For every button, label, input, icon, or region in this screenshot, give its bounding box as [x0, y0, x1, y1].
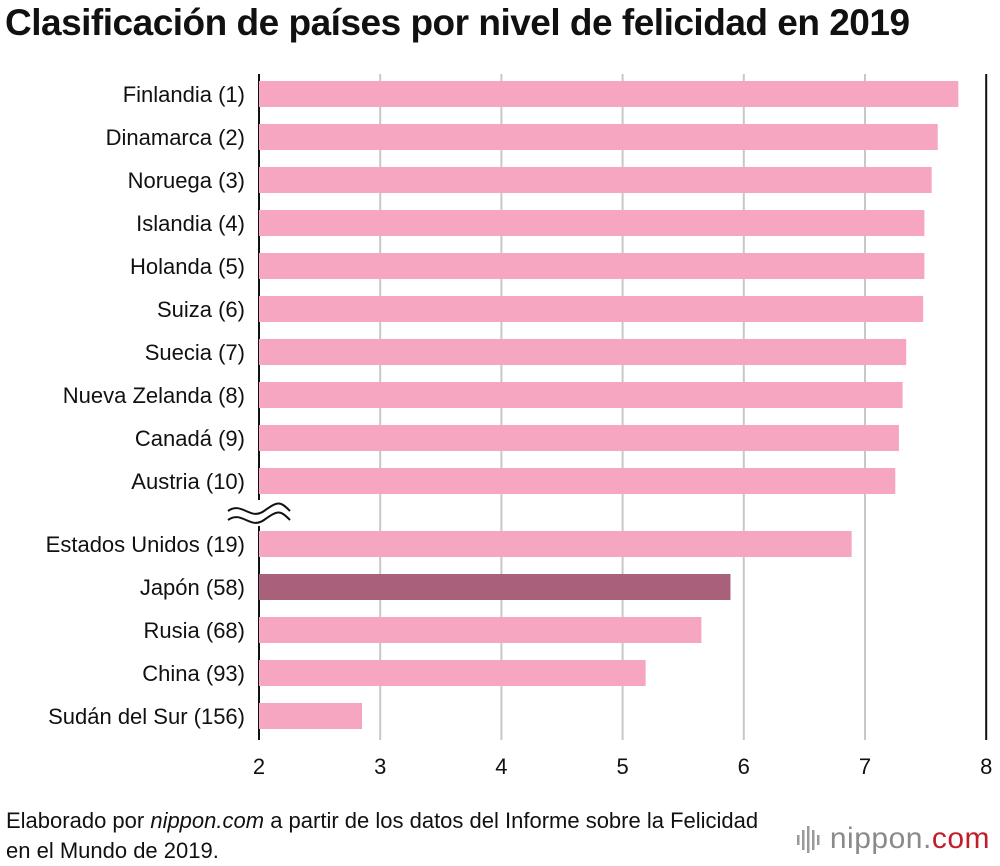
bar	[259, 339, 907, 365]
brand-tld: com	[931, 822, 990, 855]
category-label: Suecia (7)	[145, 340, 245, 365]
bar	[259, 468, 896, 494]
axis-break-icon	[226, 500, 292, 526]
category-label: Estados Unidos (19)	[46, 532, 245, 557]
category-label: Nueva Zelanda (8)	[63, 383, 245, 408]
bar	[259, 81, 959, 107]
bar	[259, 124, 938, 150]
bar	[259, 617, 702, 643]
bar-chart: Finlandia (1) Dinamarca (2) Noruega (3) Isl…	[46, 74, 992, 779]
axis-break-wave	[227, 511, 291, 524]
category-label: Japón (58)	[140, 575, 245, 600]
x-tick-labels: 2 3 4 5 6 7 8	[253, 754, 992, 779]
category-label: Holanda (5)	[130, 254, 245, 279]
source-prefix: Elaborado por	[6, 808, 151, 833]
x-tick-label: 4	[495, 754, 507, 779]
source-suffix: a partir de los datos del Informe sobre …	[6, 808, 759, 863]
bar	[259, 382, 903, 408]
category-label: China (93)	[142, 661, 245, 686]
source-note: Elaborado por nippon.com a partir de los…	[6, 806, 766, 866]
bars	[259, 81, 959, 729]
bar	[259, 210, 925, 236]
bar	[259, 253, 925, 279]
bar	[259, 531, 852, 557]
category-label: Dinamarca (2)	[106, 125, 245, 150]
category-label: Suiza (6)	[157, 297, 245, 322]
brand-logo: nippon. com	[796, 822, 990, 856]
category-label: Rusia (68)	[144, 618, 245, 643]
category-label: Islandia (4)	[136, 211, 245, 236]
bar	[259, 703, 363, 729]
x-tick-label: 5	[616, 754, 628, 779]
bar	[259, 425, 899, 451]
x-tick-label: 2	[253, 754, 265, 779]
bar	[259, 574, 731, 600]
brand-name: nippon.	[829, 822, 932, 855]
x-tick-label: 7	[859, 754, 871, 779]
x-tick-label: 3	[374, 754, 386, 779]
x-tick-label: 6	[738, 754, 750, 779]
category-label: Sudán del Sur (156)	[48, 704, 245, 729]
chart-title: Clasificación de países por nivel de fel…	[5, 2, 910, 43]
source-name: nippon.com	[150, 808, 265, 833]
category-label: Finlandia (1)	[123, 82, 245, 107]
category-label: Canadá (9)	[135, 426, 245, 451]
bar	[259, 296, 924, 322]
category-label: Austria (10)	[131, 469, 245, 494]
waveform-logo-icon	[796, 826, 820, 853]
bar	[259, 660, 646, 686]
bar	[259, 167, 932, 193]
x-tick-label: 8	[980, 754, 992, 779]
category-label: Noruega (3)	[128, 168, 245, 193]
category-labels: Finlandia (1) Dinamarca (2) Noruega (3) Isl…	[46, 82, 245, 729]
axis-break-wave	[227, 502, 291, 515]
